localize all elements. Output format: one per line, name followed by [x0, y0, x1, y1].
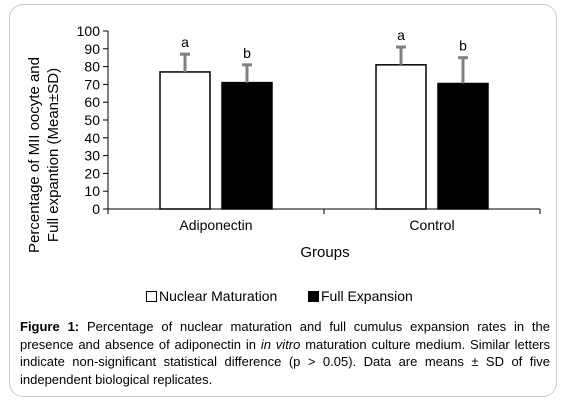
legend-item-full-expansion: Full Expansion	[308, 286, 413, 306]
significance-letter: b	[243, 45, 251, 61]
y-tick-label: 90	[84, 41, 100, 57]
figure-caption: Figure 1: Percentage of nuclear maturati…	[20, 318, 550, 388]
y-tick-label: 10	[84, 183, 100, 199]
bar	[375, 64, 427, 210]
x-axis-ticks: Adiponectin Control	[107, 209, 541, 233]
bar	[221, 81, 273, 210]
caption-italic: in vitro	[260, 336, 301, 352]
significance-letter: b	[459, 38, 467, 54]
significance-letter: a	[181, 34, 189, 50]
y-tick-label: 80	[84, 59, 100, 75]
caption-label: Figure 1:	[20, 319, 80, 334]
y-tick-label: 40	[84, 130, 100, 146]
legend-label-full-expansion: Full Expansion	[321, 288, 413, 304]
x-tick-label: Adiponectin	[179, 217, 252, 233]
y-tick-label: 0	[92, 201, 100, 217]
y-tick-label: 100	[77, 23, 101, 39]
legend-label-nuclear-maturation: Nuclear Maturation	[159, 288, 278, 304]
bar	[159, 71, 211, 210]
bar	[437, 82, 489, 210]
bars: a b a b	[159, 27, 489, 210]
y-tick-label: 30	[84, 148, 100, 164]
x-axis-label: Groups	[300, 244, 349, 261]
y-axis-label-line-1: Percentage of MII oocyte and	[26, 57, 43, 253]
legend-swatch-full-expansion	[308, 291, 319, 302]
legend: Nuclear Maturation Full Expansion	[146, 286, 436, 306]
y-tick-label: 60	[84, 94, 100, 110]
legend-swatch-nuclear-maturation	[146, 291, 157, 302]
y-axis-label-line-2: Full expantion (Mean±SD)	[45, 68, 62, 242]
y-tick-label: 70	[84, 76, 100, 92]
caption-text-2: maturation culture medium. Similar lette…	[20, 336, 550, 387]
significance-letter: a	[397, 27, 405, 43]
x-tick-label: Control	[409, 217, 454, 233]
caption-text-1: Percentage of nuclear maturation and ful…	[20, 319, 550, 352]
y-tick-label: 50	[84, 112, 100, 128]
y-tick-label: 20	[84, 165, 100, 181]
legend-item-nuclear-maturation: Nuclear Maturation	[146, 286, 277, 306]
